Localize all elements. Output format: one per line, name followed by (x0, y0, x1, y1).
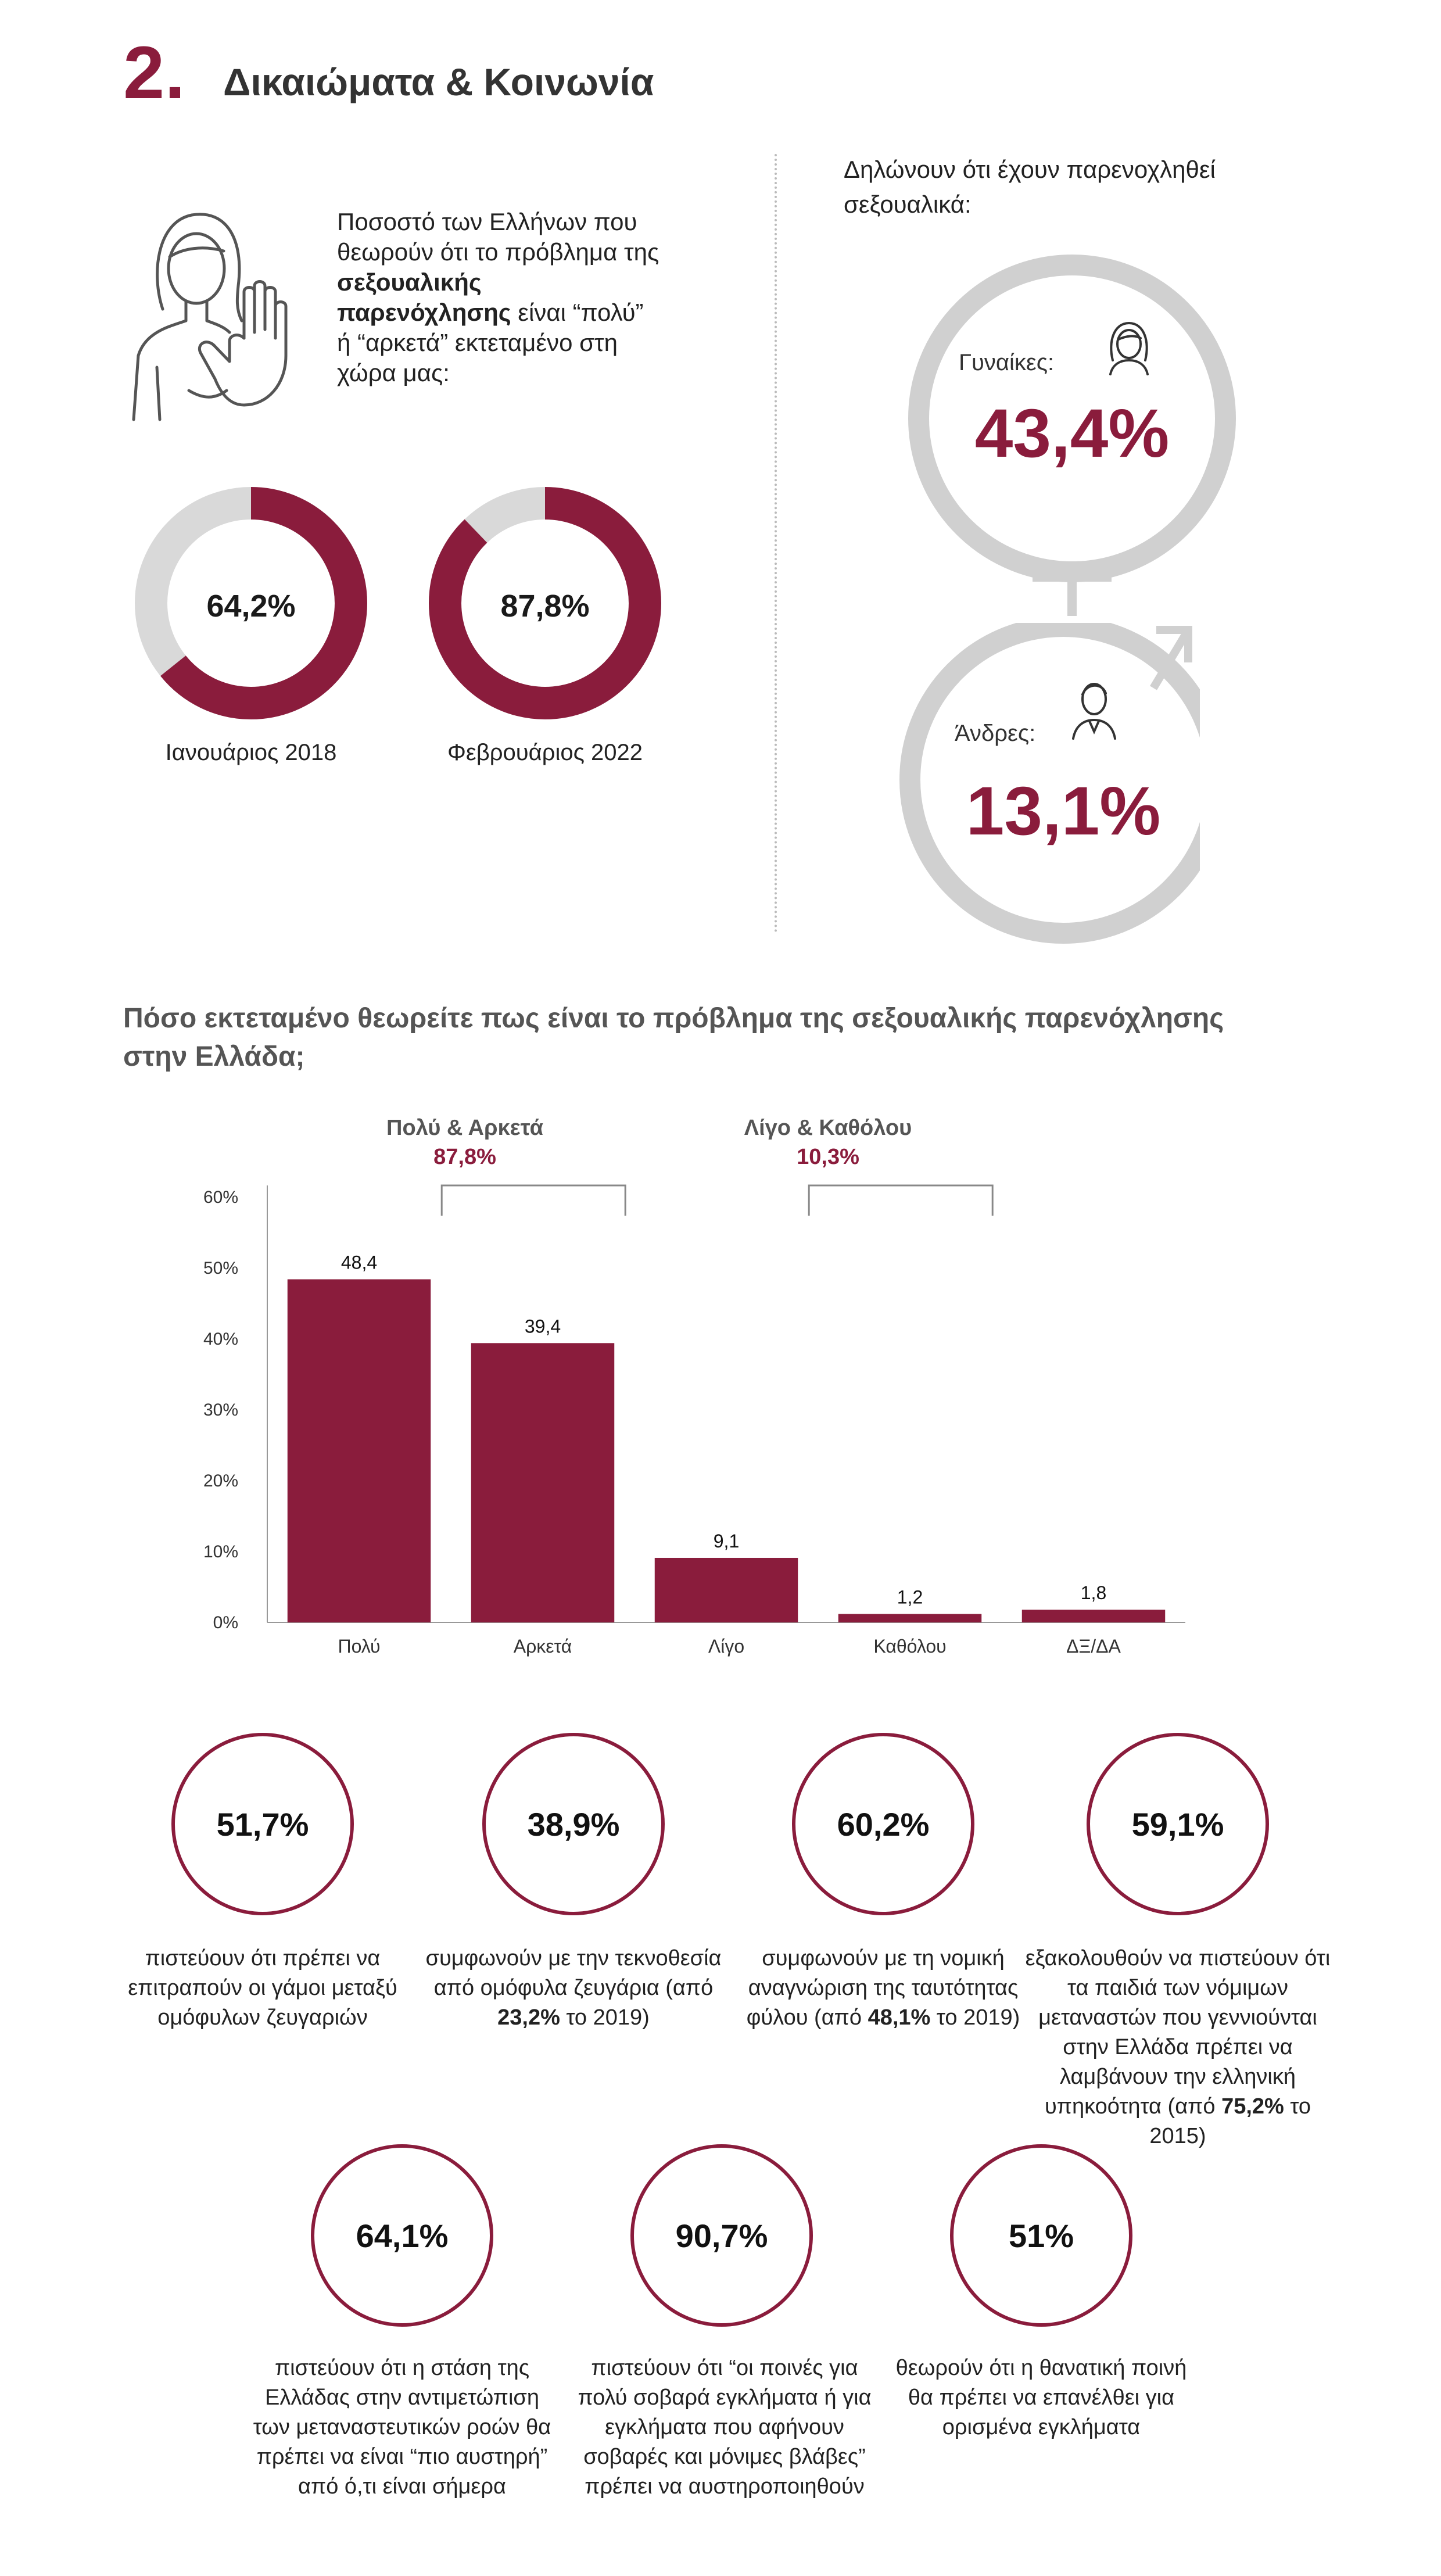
stat-circle-1: 51,7% (171, 1733, 354, 1915)
man-avatar-icon (1072, 683, 1116, 740)
group-label-high: Πολύ & Αρκετά (386, 1116, 543, 1140)
y-tick-label: 10% (203, 1542, 238, 1561)
stat-value: 60,2% (837, 1805, 930, 1843)
intro-text-bold: σεξουαλικής παρενόχλησης (337, 268, 511, 326)
stat-desc-text: εξακολουθούν να πιστεύουν ότι τα παιδιά … (1025, 1946, 1331, 2119)
stat-desc-bold: 48,1% (868, 2005, 931, 2030)
bar-value-label: 1,2 (897, 1586, 923, 1607)
female-symbol-icon (908, 255, 1236, 616)
group-bracket-high (440, 1184, 626, 1216)
bar-value-label: 48,4 (341, 1252, 377, 1273)
stat-value: 51% (1008, 2217, 1074, 2254)
stat-circle-2: 38,9% (482, 1733, 665, 1915)
y-tick-label: 50% (203, 1259, 238, 1278)
stat-desc-6: πιστεύουν ότι “οι ποινές για πολύ σοβαρά… (578, 2356, 872, 2499)
group-label-low: Λίγο & Καθόλου (744, 1116, 912, 1140)
x-category-label: Αρκετά (514, 1636, 572, 1657)
bar-value-label: 39,4 (525, 1316, 561, 1337)
woman-stop-hand-icon (132, 213, 288, 421)
donut-2018-value: 64,2% (206, 589, 296, 624)
y-tick-label: 40% (203, 1330, 238, 1349)
x-category-label: Λίγο (708, 1636, 744, 1657)
stat-desc-2: συμφωνούν με την τεκνοθεσία από ομόφυλα … (422, 1944, 725, 2033)
stat-value: 90,7% (675, 2217, 768, 2254)
x-category-label: ΔΞ/ΔΑ (1066, 1636, 1121, 1657)
stat-desc-text: το 2019) (930, 2005, 1020, 2030)
stat-desc-4: εξακολουθούν να πιστεύουν ότι τα παιδιά … (1018, 1944, 1338, 2151)
vertical-divider (775, 154, 777, 933)
stat-circle-4: 59,1% (1087, 1733, 1269, 1915)
stat-value: 64,1% (356, 2217, 449, 2254)
stat-desc-7: θεωρούν ότι η θανατική ποινή θα πρέπει ν… (895, 2356, 1187, 2439)
donut-arc (429, 487, 661, 719)
stat-value: 59,1% (1131, 1805, 1224, 1843)
bar-chart: 0% 10% 20% 30% 40% 50% 60% 48,4 Πολύ 39,4 Αρκετά 9,… (203, 1184, 1185, 1657)
women-value: 43,4% (974, 395, 1170, 472)
donut-2022 (429, 487, 661, 719)
y-tick-label: 0% (213, 1613, 238, 1632)
group-value-low: 10,3% (797, 1145, 859, 1169)
stat-circle-6: 90,7% (630, 2144, 813, 2327)
intro-text: Ποσοστό των Ελλήνων που θεωρούν ότι το π… (337, 207, 662, 388)
donut-2018-label: Ιανουάριος 2018 (165, 740, 337, 765)
men-value: 13,1% (966, 773, 1161, 850)
stat-desc-text: συμφωνούν με την τεκνοθεσία από ομόφυλα … (425, 1946, 722, 2000)
y-tick-label: 60% (203, 1188, 238, 1207)
stat-desc-text: το 2015) (1149, 2094, 1311, 2148)
donut-2022-label: Φεβρουάριος 2022 (447, 740, 643, 765)
intro-text-part1: Ποσοστό των Ελλήνων που θεωρούν ότι το π… (337, 208, 659, 266)
x-category-label: Πολύ (338, 1636, 380, 1657)
stat-circle-3: 60,2% (792, 1733, 974, 1915)
stat-value: 38,9% (527, 1805, 620, 1843)
group-bracket-low (808, 1184, 994, 1216)
bar-5 (1021, 1610, 1166, 1622)
bar-value-label: 9,1 (714, 1531, 739, 1552)
donut-2018 (135, 487, 367, 719)
bar-value-label: 1,8 (1081, 1582, 1106, 1603)
section-title: Δικαιώματα & Κοινωνία (223, 60, 654, 103)
group-value-high: 87,8% (433, 1145, 496, 1169)
harassment-title: Δηλώνουν ότι έχουν παρενοχληθεί σεξουαλι… (844, 156, 1216, 218)
stat-desc-text: το 2019) (560, 2005, 650, 2030)
stat-desc-text: συμφωνούν με τη νομική αναγνώριση της τα… (746, 1946, 1019, 2030)
bar-3 (654, 1557, 798, 1622)
intro-text-part2: είναι “πολύ” ή “αρκετά” εκτεταμένο στη χ… (337, 299, 644, 386)
stat-desc-bold: 23,2% (497, 2005, 560, 2030)
woman-avatar-icon (1109, 321, 1149, 375)
bar-4 (838, 1614, 982, 1622)
stat-desc-1: πιστεύουν ότι πρέπει να επιτραπούν οι γά… (128, 1946, 397, 2030)
x-category-label: Καθόλου (873, 1636, 946, 1657)
women-label: Γυναίκες: (959, 350, 1055, 375)
chart-title: Πόσο εκτεταμένο θεωρείτε πως είναι το πρ… (123, 1003, 1224, 1072)
section-number: 2. (123, 31, 185, 114)
y-tick-label: 30% (203, 1400, 238, 1420)
stat-desc-5: πιστεύουν ότι η στάση της Ελλάδας στην α… (253, 2356, 551, 2499)
stat-value: 51,7% (216, 1805, 309, 1843)
male-symbol-icon (899, 623, 1200, 944)
stat-circle-5: 64,1% (311, 2144, 493, 2327)
stat-desc-bold: 75,2% (1221, 2094, 1284, 2119)
bar-2 (471, 1343, 615, 1622)
men-label: Άνδρες: (955, 721, 1036, 746)
donut-2022-value: 87,8% (500, 589, 590, 624)
bar-1 (287, 1279, 431, 1622)
stat-circle-7: 51% (950, 2144, 1132, 2327)
y-tick-label: 20% (203, 1471, 238, 1491)
donut-arc (135, 487, 367, 719)
stat-desc-3: συμφωνούν με τη νομική αναγνώριση της τα… (732, 1944, 1034, 2033)
